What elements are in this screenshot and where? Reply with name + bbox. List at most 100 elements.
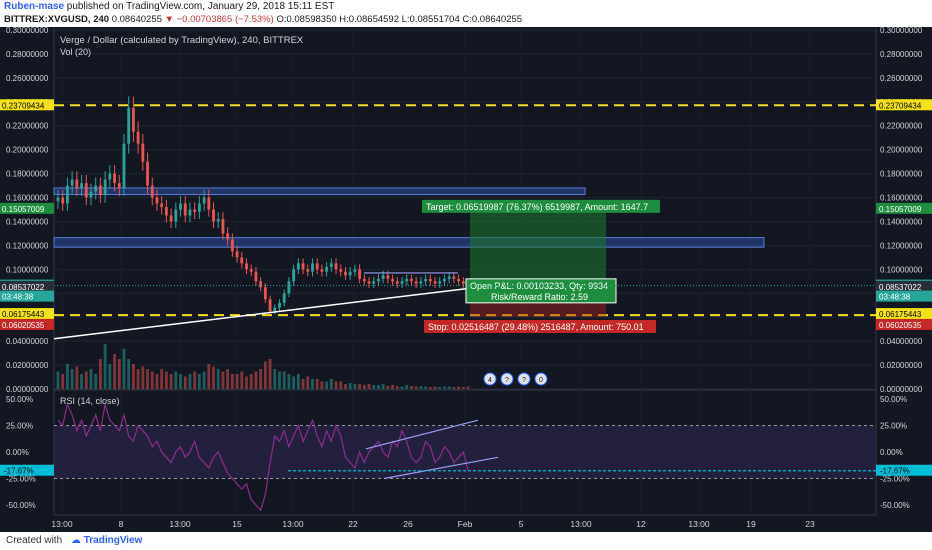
- candle-body: [150, 185, 154, 198]
- rsi-channel-upper: [365, 419, 479, 450]
- candle-body: [410, 278, 413, 282]
- candle-body: [400, 281, 404, 284]
- volume-bar: [254, 371, 258, 389]
- event-marker: [517, 372, 531, 386]
- price-label-right-entry: [876, 280, 932, 292]
- y-tick-label-left: 0.12000000: [6, 241, 49, 250]
- y-tick-label-right: 0.18000000: [880, 170, 923, 179]
- candle-body: [212, 209, 215, 222]
- volume-bar: [212, 366, 215, 389]
- volume-bar: [381, 384, 385, 389]
- x-tick-label: 13:00: [282, 519, 304, 529]
- volume-bar: [164, 371, 168, 389]
- price-label-right-support: [876, 308, 932, 320]
- publish-header: Ruben-mase published on TradingView.com,…: [0, 0, 932, 14]
- candle-body: [136, 131, 140, 144]
- candle-body: [226, 233, 230, 240]
- candle-body: [362, 278, 366, 282]
- price-chart[interactable]: 0.30000000 0.30000000 0.28000000 0.28000000…: [0, 27, 932, 532]
- risk-reward-text: Risk/Reward Ratio: 2.59: [491, 292, 588, 302]
- event-marker-label: ?: [522, 377, 526, 384]
- volume-bar: [131, 364, 135, 389]
- candle-body: [240, 257, 244, 264]
- candle-body: [306, 269, 310, 272]
- volume-bar: [160, 369, 164, 389]
- event-marker-label: 0: [539, 377, 543, 384]
- countdown-right: 03:48:38: [879, 293, 911, 302]
- candle-body: [174, 209, 178, 222]
- candle-body: [94, 185, 98, 192]
- candle-body: [405, 278, 409, 282]
- candle-body: [131, 107, 135, 132]
- volume-bar: [230, 374, 234, 389]
- volume-bar: [315, 379, 319, 389]
- candle-body: [278, 302, 281, 308]
- volume-bar: [193, 371, 197, 389]
- supply-zone: [53, 187, 586, 196]
- candle-body: [353, 269, 357, 272]
- volume-bar: [99, 359, 102, 389]
- y-tick-label-left: 0.26000000: [6, 74, 49, 83]
- volume-bar: [391, 385, 395, 389]
- published-text: published on TradingView.com, January 29…: [66, 1, 335, 12]
- volume-bar: [179, 374, 182, 389]
- x-tick-label: 26: [403, 519, 413, 529]
- pnl-text: Open P&L: 0.00103233, Qty: 9934: [470, 281, 608, 291]
- tradingview-brand[interactable]: TradingView: [83, 535, 143, 546]
- price-label-right-text-resistance: 0.23709434: [879, 101, 922, 110]
- y-tick-label-left: 0.04000000: [6, 337, 49, 346]
- price-label-left-text-upper: 0.15057009: [2, 205, 45, 214]
- price-label-right-text-support: 0.06175443: [879, 310, 922, 319]
- volume-bar: [410, 386, 413, 389]
- volume-bar: [122, 349, 126, 389]
- volume-bar: [278, 371, 281, 389]
- volume-bar: [127, 359, 131, 389]
- candle-body: [183, 203, 187, 216]
- volume-label: Vol (20): [60, 47, 91, 57]
- candle-body: [80, 183, 83, 188]
- candle-body: [358, 269, 362, 279]
- candle-body: [381, 275, 385, 279]
- price-value: 0.08640255: [111, 14, 162, 25]
- event-marker: [500, 372, 514, 386]
- price-label-right-text-stop: 0.06020535: [879, 321, 922, 330]
- x-tick-label: 13:00: [688, 519, 710, 529]
- volume-bar: [287, 374, 291, 389]
- rsi-tick-right: -50.00%: [880, 501, 910, 510]
- volume-bar: [329, 379, 333, 389]
- price-label-left-text-support: 0.06175443: [2, 310, 45, 319]
- candle-body: [245, 263, 248, 270]
- target-text: Target: 0.06519987 (76.37%) 6519987, Amo…: [426, 202, 648, 212]
- y-tick-label-left: 0.28000000: [6, 50, 49, 59]
- candle-body: [457, 278, 460, 282]
- x-tick-label: 19: [746, 519, 756, 529]
- candle-body: [438, 281, 442, 284]
- rsi-current-left-bg: [0, 464, 54, 476]
- y-tick-label-right: 0.00000000: [880, 385, 923, 394]
- volume-bar: [70, 369, 74, 389]
- rsi-tick-left: -50.00%: [6, 501, 36, 510]
- candle-body: [99, 185, 102, 196]
- candle-body: [84, 183, 88, 198]
- candle-body: [315, 263, 319, 270]
- candle-body: [103, 179, 107, 196]
- rsi-label: RSI (14, close): [60, 396, 120, 406]
- candle-body: [263, 287, 267, 300]
- volume-bar: [339, 381, 343, 389]
- stop-text: Stop: 0.02516487 (29.48%) 2516487, Amoun…: [428, 322, 644, 332]
- volume-bar: [362, 385, 366, 389]
- candle-body: [70, 179, 74, 186]
- candle-body: [221, 219, 225, 234]
- candle-body: [348, 271, 352, 276]
- price-label-right-stop: [876, 318, 932, 330]
- author-name[interactable]: Ruben-mase: [4, 1, 65, 12]
- candle-body: [56, 197, 60, 202]
- candle-body: [320, 269, 324, 272]
- candle-body: [395, 281, 399, 284]
- rsi-current-right: -17.67%: [880, 467, 910, 476]
- rsi-tick-right: -25.00%: [880, 475, 910, 484]
- y-tick-label-right: 0.12000000: [880, 241, 923, 250]
- candle-body: [447, 276, 451, 279]
- volume-bar: [367, 384, 371, 389]
- volume-bar: [466, 386, 470, 389]
